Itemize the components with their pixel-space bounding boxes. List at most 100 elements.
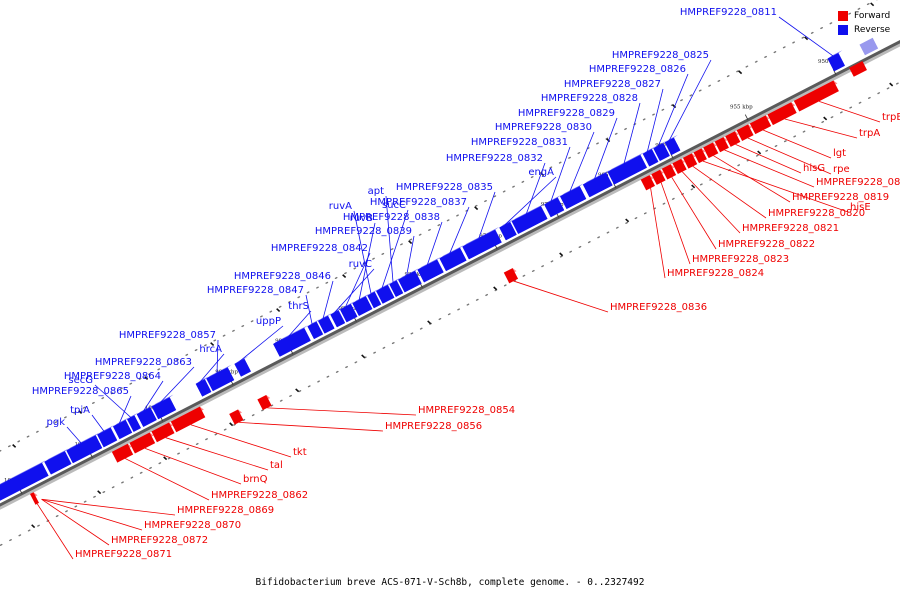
gene-body	[439, 247, 467, 272]
gene-body	[339, 303, 358, 323]
leader-line	[406, 235, 415, 276]
forward-gene	[703, 142, 719, 159]
leader-line	[165, 437, 269, 471]
guide-dash	[738, 70, 743, 75]
forward-gene-label: HMPREF9228_0821	[742, 223, 839, 234]
guide-dash	[474, 206, 479, 211]
guide-dash	[493, 286, 498, 291]
gene-body	[511, 205, 548, 235]
gene-body	[559, 186, 587, 210]
reverse-gene-label: HMPREF9228_0811	[680, 7, 777, 18]
leader-line	[41, 498, 143, 531]
gene-body	[97, 427, 118, 448]
gene-body	[126, 415, 142, 433]
gene-body	[640, 175, 656, 191]
forward-gene	[503, 268, 519, 284]
leader-line	[569, 131, 595, 192]
gene-body	[317, 315, 335, 334]
gene-body	[330, 310, 346, 328]
leader-line	[66, 426, 82, 444]
legend-item-forward[interactable]: Forward	[838, 9, 890, 23]
guide-dash	[889, 82, 894, 87]
guide-dash	[78, 410, 83, 414]
tick-mark	[744, 114, 749, 121]
reverse-gene	[607, 152, 648, 185]
forward-gene-label: HMPREF9228_0836	[610, 302, 707, 313]
forward-gene	[29, 492, 40, 505]
reverse-gene	[112, 417, 133, 440]
reverse-gene-label: HMPREF9228_0828	[541, 93, 638, 104]
reverse-gene	[582, 169, 613, 198]
gene-body	[544, 197, 565, 218]
leader-line	[305, 294, 313, 325]
reverse-gene-label: uppP	[256, 316, 281, 327]
reverse-gene	[136, 404, 157, 428]
leader-line	[94, 384, 132, 418]
leader-line	[288, 310, 312, 337]
forward-gene-label: HMPREF9228_0823	[692, 254, 789, 265]
reverse-gene	[97, 424, 118, 448]
reverse-gene	[352, 293, 373, 317]
forward-gene-label: HMPREF9228_0819	[792, 192, 889, 203]
gene-body	[607, 154, 648, 185]
guide-dash	[361, 354, 366, 359]
forward-gene	[693, 148, 707, 164]
guide-dash	[408, 240, 413, 245]
leader-line	[353, 210, 372, 294]
forward-gene-label: HMPREF9228_0869	[177, 505, 274, 516]
reverse-gene	[389, 277, 404, 298]
gene-body	[234, 358, 252, 377]
guide-dash	[163, 456, 168, 461]
gene-body	[736, 124, 754, 141]
reverse-gene-label: apt	[368, 186, 384, 197]
leader-line	[358, 222, 376, 300]
gene-body	[693, 148, 707, 164]
reverse-gene	[827, 50, 846, 72]
leader-line	[118, 395, 132, 424]
gene-body	[767, 102, 797, 126]
reverse-gene-label: tpiA	[70, 405, 90, 416]
leader-line	[144, 447, 242, 485]
reverse-gene-label: HMPREF9228_0842	[271, 243, 368, 254]
genome-axis	[0, 40, 900, 507]
legend-label-forward: Forward	[854, 11, 891, 21]
guide-dash	[757, 150, 762, 155]
leader-line	[125, 458, 210, 501]
reverse-gene	[126, 412, 142, 433]
reverse-gene	[375, 282, 395, 304]
gene-body	[462, 229, 502, 260]
reverse-gene-label: HMPREF9228_0830	[495, 122, 592, 133]
gene-body	[703, 142, 719, 159]
leader-line	[334, 268, 375, 313]
reverse-gene-label: hrcA	[199, 344, 222, 355]
reverse-gene-label: HMPREF9228_0827	[564, 79, 661, 90]
forward-gene	[682, 153, 698, 169]
leader-line	[735, 144, 802, 174]
gene-body	[653, 143, 670, 162]
forward-gene-label: hisE	[850, 202, 871, 213]
forward-gene-label: tkt	[293, 447, 307, 458]
gene-body	[66, 435, 103, 464]
guide-dash	[606, 138, 611, 143]
guide-dash	[427, 320, 432, 325]
reverse-gene	[642, 146, 659, 167]
leader-line	[513, 280, 609, 313]
forward-gene-label: HMPREF9228_0870	[144, 520, 241, 531]
gene-body	[206, 367, 235, 392]
leader-line	[385, 195, 394, 283]
legend-item-reverse[interactable]: Reverse	[838, 23, 890, 37]
leader-line	[478, 191, 496, 239]
leader-line	[784, 118, 858, 139]
gene-body	[793, 80, 839, 112]
gene-body	[827, 52, 846, 72]
gene-body	[195, 379, 212, 397]
reverse-gene-label: HMPREF9228_0857	[119, 330, 216, 341]
gene-body	[664, 137, 681, 156]
leader-line	[594, 117, 618, 179]
reverse-gene-label: HMPREF9228_0847	[207, 285, 304, 296]
leader-line	[200, 353, 225, 382]
gene-body	[0, 462, 49, 501]
forward-gene-label: HMPREF9228_0856	[385, 421, 482, 432]
leader-line	[239, 421, 384, 432]
gene-body	[682, 153, 698, 169]
